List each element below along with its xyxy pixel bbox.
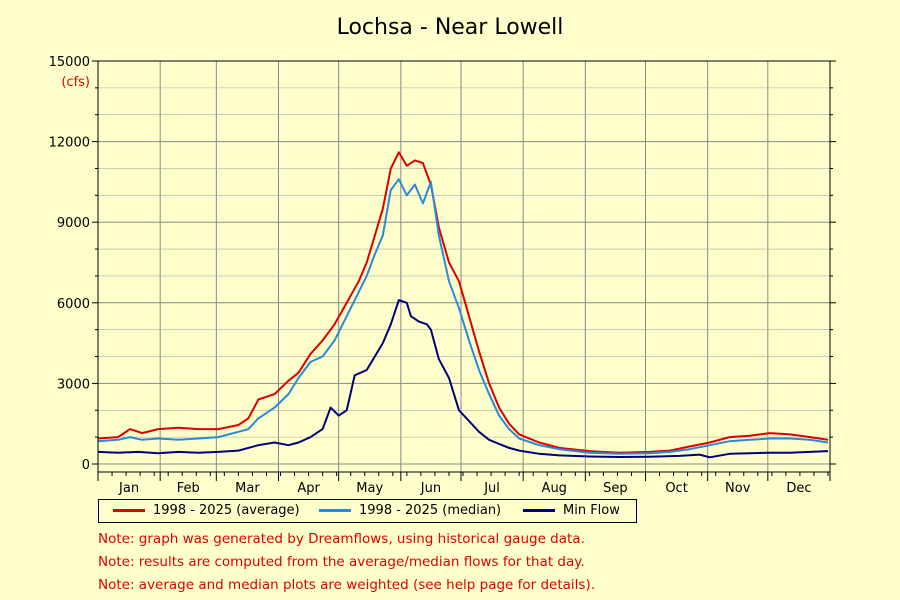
x-tick-label: Mar: [235, 481, 260, 496]
series-line-average: [97, 151, 829, 454]
legend-swatch-min-flow: [523, 509, 555, 512]
x-tick-label: Feb: [177, 481, 200, 496]
y-tick-label: 12000: [49, 136, 90, 151]
legend-swatch-average: [113, 509, 145, 512]
y-tick-label: 6000: [57, 297, 90, 312]
x-tick-label: Aug: [542, 481, 567, 496]
x-tick-label: Jul: [483, 481, 500, 496]
axes: 0 3000 6000 9000 12000 15000 Jan Feb Mar Apr May Ju…: [49, 55, 836, 496]
legend-label-median: 1998 - 2025 (median): [359, 503, 502, 518]
y-tick-label: 15000: [49, 55, 90, 70]
x-tick-label: May: [356, 481, 383, 496]
y-tick-label: 3000: [57, 377, 90, 392]
x-tick-label: Jan: [118, 481, 139, 496]
note-line: Note: average and median plots are weigh…: [98, 577, 596, 593]
grid-lines: [98, 60, 830, 472]
x-tick-label: Dec: [786, 481, 811, 496]
note-line: Note: results are computed from the aver…: [98, 554, 585, 570]
series-layer: [97, 151, 829, 459]
x-tick-label: Nov: [725, 481, 751, 496]
y-axis-unit-label: (cfs): [61, 75, 90, 90]
x-tick-label: Oct: [665, 481, 687, 496]
chart-title: Lochsa - Near Lowell: [337, 15, 564, 40]
legend-item-min-flow: Min Flow: [523, 503, 620, 518]
notes: Note: graph was generated by Dreamflows,…: [98, 528, 595, 597]
series-line-min-flow: [97, 299, 829, 459]
x-tick-label: Sep: [603, 481, 628, 496]
legend: 1998 - 2025 (average) 1998 - 2025 (media…: [98, 499, 637, 523]
legend-swatch-median: [319, 509, 351, 512]
legend-item-average: 1998 - 2025 (average): [113, 503, 300, 518]
x-tick-label: Apr: [297, 481, 320, 496]
y-tick-label: 9000: [57, 216, 90, 231]
series-line-median: [97, 178, 829, 455]
legend-label-average: 1998 - 2025 (average): [153, 503, 300, 518]
y-tick-label: 0: [82, 458, 90, 473]
legend-item-median: 1998 - 2025 (median): [319, 503, 501, 518]
note-line: Note: graph was generated by Dreamflows,…: [98, 531, 585, 547]
legend-label-min-flow: Min Flow: [563, 503, 620, 518]
x-tick-label: Jun: [420, 481, 441, 496]
